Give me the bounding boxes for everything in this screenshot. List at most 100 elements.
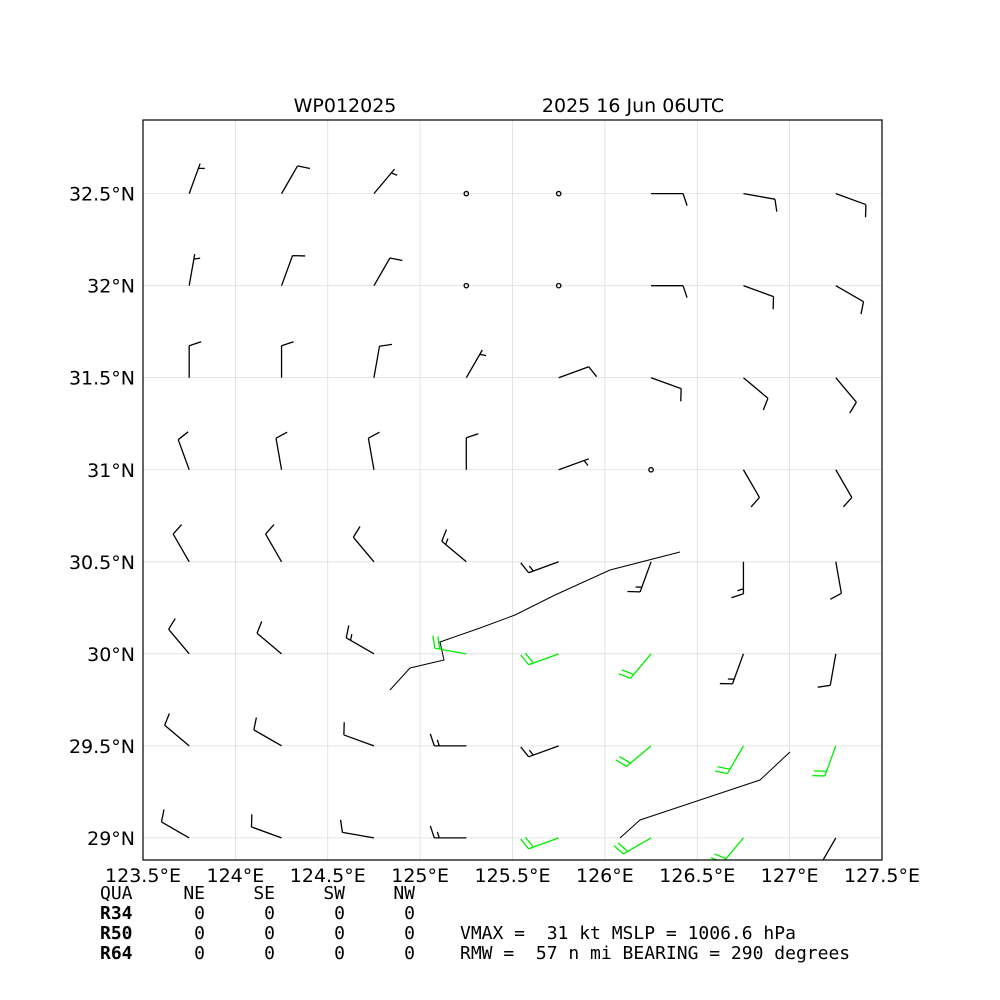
table-cell: 0 <box>334 923 345 944</box>
wind-barb <box>714 745 745 775</box>
wind-barb <box>188 341 202 378</box>
info-line: RMW = 57 n mi BEARING = 290 degrees <box>460 943 850 964</box>
table-cell: 0 <box>404 903 415 924</box>
wind-barb <box>829 561 843 600</box>
wind-barb <box>743 192 778 212</box>
calm-marker <box>463 282 470 289</box>
wind-barb <box>465 349 487 379</box>
wind-barb <box>160 809 190 839</box>
wind-barb <box>627 561 652 593</box>
wind-barb <box>345 625 375 655</box>
wind-barb <box>373 343 393 378</box>
x-tick-label: 125°E <box>391 865 449 887</box>
y-tick-label: 30°N <box>87 644 135 666</box>
y-tick-label: 29.5°N <box>69 736 135 758</box>
wind-barb <box>429 733 467 747</box>
axes: 123.5°E 124°E 124.5°E 125°E 125.5°E 126°E 126.… <box>69 184 920 887</box>
wind-barb <box>812 745 837 777</box>
y-tick-label: 31.5°N <box>69 368 135 390</box>
wind-barb <box>520 745 559 758</box>
wind-barb <box>742 469 761 508</box>
wind-barb <box>743 285 775 310</box>
wind-barb <box>650 377 682 402</box>
x-tick-label: 125.5°E <box>475 865 551 887</box>
calm-marker <box>648 466 654 473</box>
wind-barb <box>618 653 652 679</box>
wind-barb <box>373 168 398 195</box>
wind-barb <box>651 285 688 298</box>
wind-barb <box>280 254 306 286</box>
table-header: SE <box>253 883 275 904</box>
plot-frame <box>142 119 883 861</box>
wind-barb <box>613 837 652 855</box>
wind-barb <box>835 469 853 508</box>
wind-barb <box>250 814 282 839</box>
table-header: SW <box>323 883 345 904</box>
wind-barb <box>172 524 190 563</box>
wind-barb <box>651 192 688 206</box>
x-tick-label: 123.5°E <box>105 865 181 887</box>
y-tick-label: 32°N <box>87 276 135 298</box>
x-tick-label: 124.5°E <box>290 865 366 887</box>
x-tick-label: 126°E <box>576 865 634 887</box>
calm-marker <box>555 282 562 289</box>
table-cell: 0 <box>264 923 275 944</box>
wind-barb <box>441 529 467 563</box>
wind-barb <box>188 163 205 194</box>
wind-barb <box>710 837 744 860</box>
wind-barb <box>465 433 479 470</box>
x-tick-label: 126.5°E <box>659 865 735 887</box>
wind-barb <box>352 526 375 563</box>
table-cell: 0 <box>334 903 345 924</box>
calm-marker <box>463 190 470 197</box>
x-tick-label: 127.5°E <box>844 865 920 887</box>
calm-marker <box>555 190 562 197</box>
wind-barb <box>429 825 467 839</box>
table-header: NW <box>393 883 415 904</box>
y-tick-label: 30.5°N <box>69 552 135 574</box>
y-tick-label: 32.5°N <box>69 184 135 206</box>
wind-barb <box>256 621 282 655</box>
info-line: VMAX = 31 kt MSLP = 1006.6 hPa <box>460 923 796 944</box>
wind-barb <box>835 285 865 315</box>
wind-barb <box>520 561 559 574</box>
wind-barb <box>253 717 282 747</box>
table-cell: R50 <box>100 923 133 944</box>
wind-barb <box>816 837 837 860</box>
table-header: QUA <box>100 883 133 904</box>
wind-barb <box>265 524 283 563</box>
chart-title: 2025 16 Jun 06UTC <box>542 95 724 117</box>
wind-barb <box>719 653 745 685</box>
wind-barb <box>343 722 375 747</box>
wind-barb <box>520 652 559 666</box>
wind-barb <box>280 341 294 378</box>
table-cell: R64 <box>100 943 133 964</box>
coastline <box>389 551 791 839</box>
wind-barb <box>168 618 190 655</box>
wind-barb <box>835 377 857 414</box>
table-cell: 0 <box>264 943 275 964</box>
wind-barb <box>520 836 559 850</box>
y-tick-label: 29°N <box>87 828 135 850</box>
table-header: NE <box>183 883 205 904</box>
wind-barb <box>558 366 598 379</box>
wind-barb <box>339 819 375 839</box>
wind-barb <box>835 193 867 218</box>
wind-barb <box>281 165 311 194</box>
wind-barb <box>367 431 380 470</box>
barbs <box>160 163 867 860</box>
table-cell: 0 <box>334 943 345 964</box>
wind-barb <box>188 254 201 286</box>
wind-barb <box>558 458 589 471</box>
wind-barb <box>275 431 288 470</box>
table-cell: 0 <box>194 923 205 944</box>
table-cell: 0 <box>194 903 205 924</box>
table-cell: 0 <box>404 943 415 964</box>
wind-barb <box>373 257 403 286</box>
table-cell: R34 <box>100 903 133 924</box>
x-tick-label: 127°E <box>761 865 819 887</box>
wind-barb <box>731 561 745 599</box>
